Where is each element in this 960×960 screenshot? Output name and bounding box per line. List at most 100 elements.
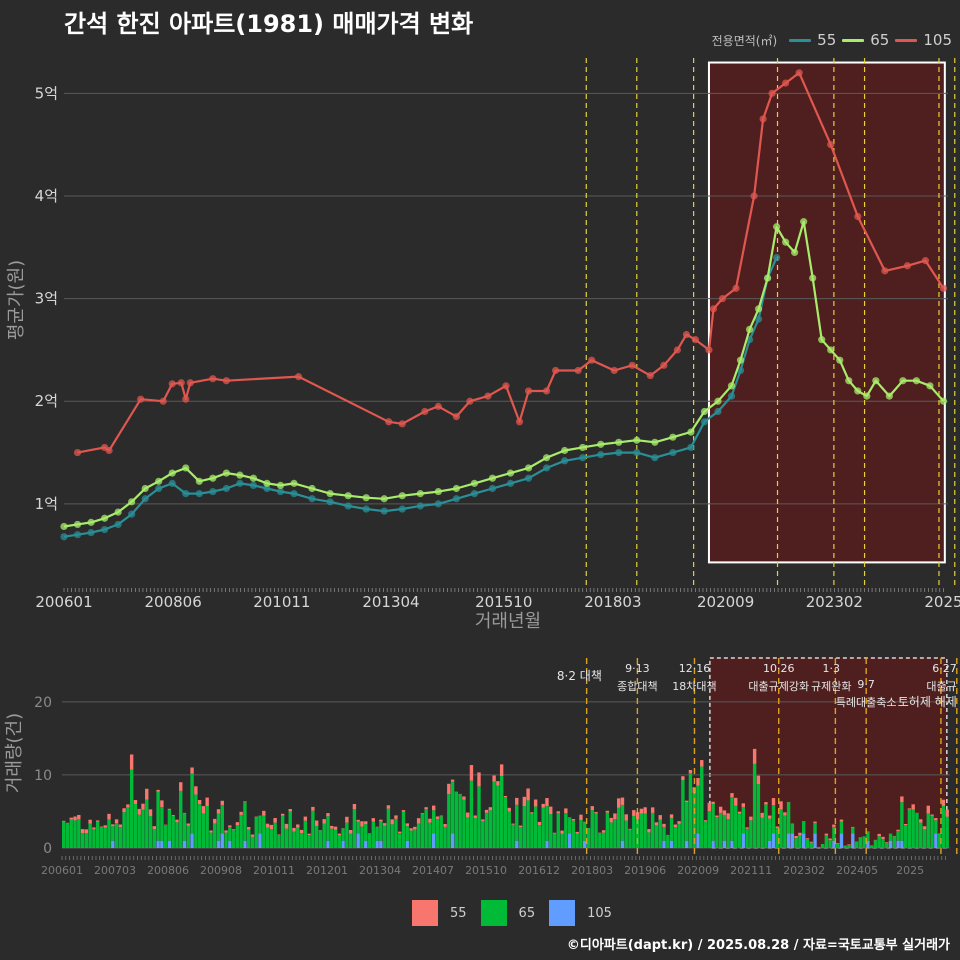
volume-bar-55 — [382, 823, 387, 826]
volume-bar-65 — [473, 818, 477, 848]
volume-bar-105 — [167, 840, 172, 848]
data-point-105 — [610, 366, 618, 375]
volume-bar-65 — [564, 813, 568, 848]
data-point-65 — [222, 469, 230, 477]
volume-bar-65 — [507, 811, 511, 848]
data-point-105 — [628, 361, 636, 369]
volume-bar-65 — [786, 802, 791, 834]
annotation-text: 대출규 — [926, 680, 956, 693]
data-point-105 — [854, 212, 862, 221]
data-point-65 — [579, 443, 587, 452]
volume-bar-65 — [209, 832, 213, 848]
volume-bar-55 — [654, 822, 659, 826]
data-point-65 — [745, 325, 754, 333]
volume-bar-65 — [673, 827, 678, 848]
data-point-55 — [651, 454, 659, 462]
volume-bar-65 — [499, 776, 504, 848]
volume-bar-65 — [802, 821, 806, 834]
volume-bar-65 — [390, 824, 394, 848]
volume-bar-55 — [511, 823, 515, 825]
x-tick-label: 201011 — [253, 593, 310, 611]
volume-bar-65 — [318, 830, 323, 848]
volume-bar-105 — [182, 840, 187, 848]
data-point-65 — [155, 477, 163, 485]
data-point-105 — [182, 395, 190, 403]
volume-bar-55 — [420, 813, 425, 814]
data-point-105 — [398, 420, 406, 428]
data-point-55 — [754, 315, 763, 323]
volume-bar-65 — [715, 816, 719, 848]
volume-bar-65 — [903, 825, 908, 848]
volume-bar-55 — [590, 806, 594, 811]
volume-bar-55 — [205, 797, 209, 806]
volume-bar-55 — [537, 821, 542, 826]
volume-bar-55 — [360, 821, 364, 827]
volume-bar-65 — [832, 826, 836, 841]
volume-bar-65 — [311, 810, 315, 848]
volume-bar-65 — [454, 791, 459, 848]
volume-bar-65 — [526, 800, 530, 848]
volume-bar-105 — [356, 833, 360, 848]
volume-bar-55 — [432, 805, 436, 811]
data-point-105 — [73, 448, 82, 457]
bar-legend-item-65: 65 — [480, 900, 535, 926]
volume-bar-65 — [413, 829, 417, 848]
volume-bar-65 — [805, 839, 810, 848]
data-point-55 — [308, 495, 316, 503]
volume-bar-55 — [941, 799, 946, 806]
policy-annotation: 9·13 종합대책 — [617, 662, 657, 693]
data-point-105 — [881, 267, 889, 275]
volume-bar-105 — [802, 833, 806, 848]
volume-bar-65 — [764, 804, 768, 848]
data-point-55 — [434, 500, 442, 508]
volume-bar-55 — [896, 829, 900, 831]
data-point-65 — [128, 498, 136, 506]
volume-bar-105 — [364, 840, 368, 848]
volume-bar-55 — [141, 803, 145, 810]
policy-annotation: 12·16 18차대책 — [672, 662, 716, 693]
volume-bar-55 — [507, 807, 511, 812]
volume-bar-65 — [869, 845, 874, 848]
volume-bar-65 — [639, 813, 644, 848]
volume-bar-65 — [84, 832, 89, 848]
volume-bar-105 — [888, 840, 893, 848]
volume-bar-65 — [213, 823, 217, 848]
volume-bar-65 — [677, 823, 681, 848]
volume-bar-105 — [620, 840, 625, 848]
data-point-105 — [732, 284, 740, 292]
data-point-105 — [466, 397, 474, 405]
volume-bar-55 — [386, 805, 391, 809]
volume-bar-65 — [560, 833, 564, 848]
volume-bar-105 — [790, 833, 795, 848]
y-tick-label: 1억 — [35, 495, 58, 513]
data-point-105 — [434, 402, 442, 410]
volume-bar-105 — [771, 833, 776, 848]
bar-highlight-region — [709, 657, 948, 849]
volume-bar-105 — [405, 840, 409, 848]
policy-annotation: 토허제 해제 — [898, 695, 957, 709]
data-point-65 — [687, 428, 695, 436]
volume-bar-105 — [216, 840, 221, 848]
volume-bar-55 — [239, 811, 243, 815]
volume-bar-105 — [379, 840, 383, 848]
volume-bar-55 — [926, 805, 930, 814]
annotation-text: 토허제 해제 — [898, 695, 957, 709]
volume-bar-65 — [941, 805, 946, 848]
volume-bar-55 — [613, 813, 617, 820]
volume-bar-65 — [688, 773, 693, 848]
volume-bar-55 — [681, 776, 685, 781]
data-point-55 — [276, 487, 285, 496]
volume-bar-55 — [114, 819, 119, 824]
data-point-65 — [452, 484, 460, 493]
y-tick-label: 5억 — [35, 84, 58, 102]
volume-bar-105 — [228, 840, 232, 848]
volume-bar-65 — [80, 833, 85, 848]
volume-bar-55 — [499, 764, 504, 777]
volume-bar-55 — [798, 832, 802, 836]
volume-bar-55 — [643, 807, 647, 814]
data-point-55 — [597, 451, 605, 459]
volume-bar-65 — [877, 836, 881, 848]
volume-bar-65 — [552, 833, 557, 848]
x-tick-label: 201304 — [362, 593, 419, 611]
volume-bar-65 — [515, 804, 519, 841]
